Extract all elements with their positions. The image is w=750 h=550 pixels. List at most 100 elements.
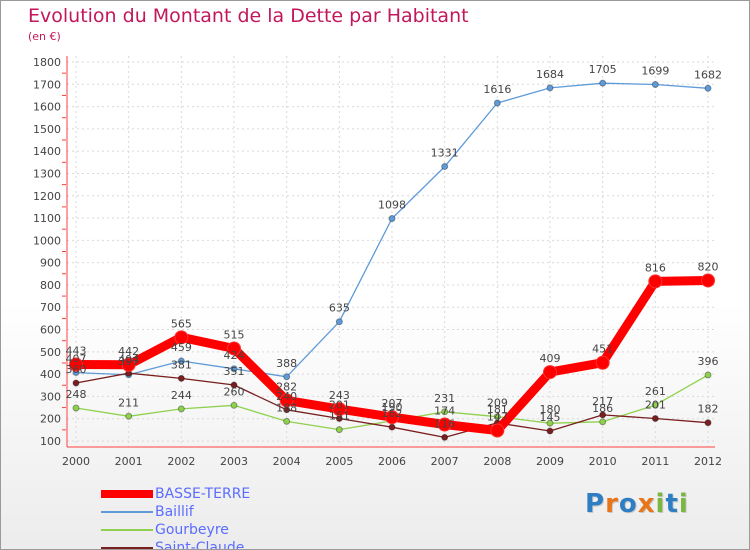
data-point xyxy=(177,405,185,413)
data-point xyxy=(441,433,449,441)
y-tick-label: 1000 xyxy=(33,234,61,247)
data-label: 1705 xyxy=(589,63,617,76)
series-layer xyxy=(69,79,715,441)
data-point xyxy=(121,357,136,372)
y-tick-label: 300 xyxy=(40,390,61,403)
data-point xyxy=(177,374,185,382)
y-tick-label: 700 xyxy=(40,301,61,314)
legend-label: BASSE-TERRE xyxy=(155,486,251,502)
x-tick-label: 2006 xyxy=(378,455,406,468)
y-tick-label: 1400 xyxy=(33,145,61,158)
x-tick-label: 2010 xyxy=(589,455,617,468)
data-point xyxy=(599,79,607,87)
chart-title: Evolution du Montant de la Dette par Hab… xyxy=(28,5,469,27)
legend-item: BASSE-TERRE xyxy=(101,485,250,503)
logo-letter: P xyxy=(585,489,606,519)
data-point xyxy=(279,393,294,408)
data-label: 201 xyxy=(329,398,350,411)
data-label: 240 xyxy=(276,390,297,403)
data-label: 1699 xyxy=(641,65,669,78)
data-label: 231 xyxy=(434,392,455,405)
legend-item: Gourbeyre xyxy=(101,521,250,539)
data-point xyxy=(704,371,712,379)
data-label: 816 xyxy=(645,261,666,274)
data-point xyxy=(177,357,185,365)
legend-label: Saint-Claude xyxy=(155,540,245,550)
y-tick-label: 600 xyxy=(40,324,61,337)
data-point xyxy=(230,401,238,409)
data-label: 396 xyxy=(698,355,719,368)
legend: BASSE-TERRE Baillif Gourbeyre Saint-Claude xyxy=(101,485,250,550)
y-tick-label: 800 xyxy=(40,279,61,292)
y-tick-label: 1200 xyxy=(33,190,61,203)
chart-subtitle: (en €) xyxy=(28,30,61,43)
data-label: 565 xyxy=(171,317,192,330)
data-label: 424 xyxy=(224,349,245,362)
x-tick-label: 2011 xyxy=(641,455,669,468)
y-tick-label: 1100 xyxy=(33,212,61,225)
data-point xyxy=(546,427,554,435)
y-tick-label: 1500 xyxy=(33,123,61,136)
data-label: 162 xyxy=(382,407,403,420)
data-point xyxy=(283,417,291,425)
data-point xyxy=(493,99,501,107)
data-point xyxy=(493,413,501,421)
data-label: 182 xyxy=(698,403,719,416)
y-tick-label: 900 xyxy=(40,257,61,270)
data-point xyxy=(704,84,712,92)
y-tick-label: 1600 xyxy=(33,101,61,114)
data-label: 515 xyxy=(224,328,245,341)
legend-swatch xyxy=(101,511,153,513)
data-point xyxy=(651,81,659,89)
x-tick-label: 2007 xyxy=(431,455,459,468)
logo-letter: i xyxy=(655,489,666,519)
data-point xyxy=(441,163,449,171)
data-label: 188 xyxy=(276,401,297,414)
data-point xyxy=(69,357,83,372)
legend-swatch xyxy=(101,547,153,549)
data-label: 1331 xyxy=(431,147,459,160)
data-point xyxy=(335,318,343,326)
data-point xyxy=(230,365,238,373)
data-label: 116 xyxy=(434,417,455,430)
data-label: 181 xyxy=(487,403,508,416)
x-tick-label: 2008 xyxy=(483,455,511,468)
y-tick-label: 200 xyxy=(40,413,61,426)
data-label: 442 xyxy=(118,345,139,358)
data-label: 211 xyxy=(118,396,139,409)
data-label: 404 xyxy=(118,353,139,366)
data-labels: 443 442 565 515 282 243 207 174 147 409 451 816 820 4… xyxy=(66,63,723,430)
data-label: 407 xyxy=(66,353,87,366)
data-label: 1682 xyxy=(694,68,722,81)
data-point xyxy=(543,365,557,380)
data-label: 209 xyxy=(487,397,508,410)
legend-swatch xyxy=(101,529,153,531)
x-tick-label: 2000 xyxy=(62,455,90,468)
y-tick-label: 500 xyxy=(40,346,61,359)
data-point xyxy=(385,410,399,425)
legend-item: Saint-Claude xyxy=(101,539,250,550)
data-label: 244 xyxy=(171,389,192,402)
data-label: 1684 xyxy=(536,68,564,81)
data-label: 186 xyxy=(592,402,613,415)
data-point xyxy=(437,417,452,432)
x-tick-label: 2012 xyxy=(694,455,722,468)
data-point xyxy=(651,401,659,409)
data-point xyxy=(595,355,610,370)
data-point xyxy=(599,411,607,419)
data-label: 207 xyxy=(382,397,403,410)
data-point xyxy=(648,274,663,289)
gridlines xyxy=(67,56,715,447)
y-tick-label: 1300 xyxy=(33,167,61,180)
data-label: 248 xyxy=(66,388,87,401)
data-point xyxy=(490,423,505,438)
y-tick-label: 1800 xyxy=(33,56,61,69)
data-label: 243 xyxy=(329,389,350,402)
logo-letter: i xyxy=(678,489,689,519)
data-point xyxy=(704,419,712,427)
data-label: 217 xyxy=(592,395,613,408)
data-label: 180 xyxy=(540,403,561,416)
data-point xyxy=(651,414,659,422)
data-label: 1098 xyxy=(378,199,406,212)
data-label: 201 xyxy=(645,398,666,411)
